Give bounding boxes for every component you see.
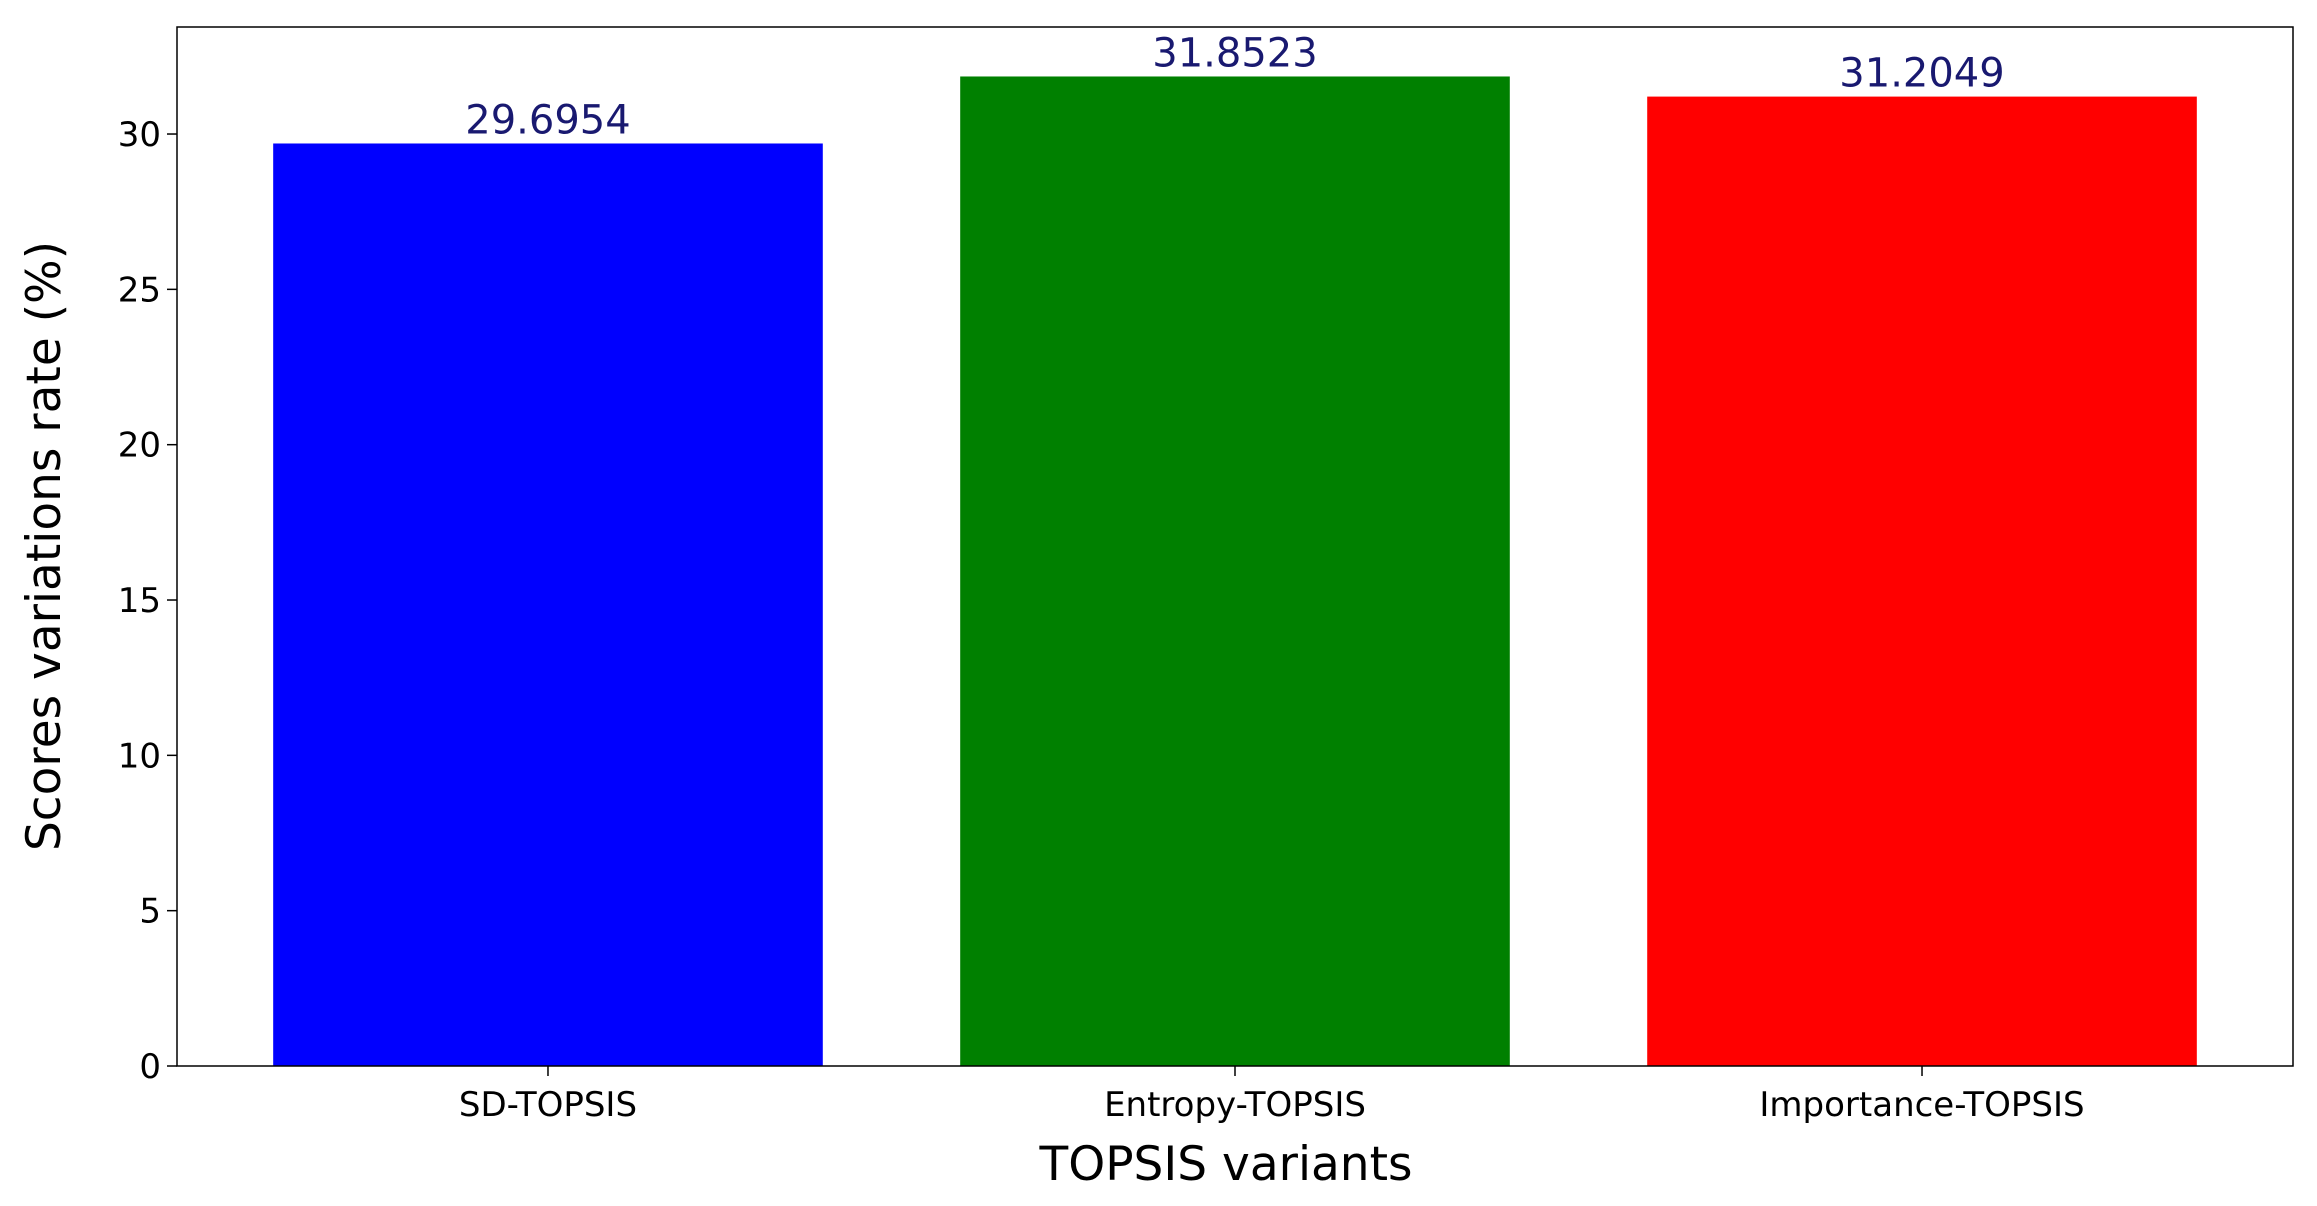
y-tick-label: 30 <box>118 115 161 155</box>
y-tick-label: 20 <box>118 426 161 466</box>
value-label: 31.8523 <box>1152 30 1317 76</box>
value-label: 31.2049 <box>1839 51 2004 97</box>
y-tick-label: 0 <box>139 1047 161 1087</box>
y-tick-label: 15 <box>118 581 161 621</box>
y-tick-label: 25 <box>118 270 161 310</box>
x-axis-label: TOPSIS variants <box>1038 1137 1412 1192</box>
plot-frame <box>176 26 2294 1067</box>
bar <box>273 143 823 1066</box>
y-tick-label: 5 <box>139 892 161 932</box>
value-label: 29.6954 <box>465 97 630 143</box>
bar <box>1647 96 2197 1066</box>
x-tick-label: SD-TOPSIS <box>459 1085 637 1125</box>
y-axis-label: Scores variations rate (%) <box>17 241 72 851</box>
bar <box>960 76 1510 1067</box>
y-tick-label: 10 <box>118 736 161 776</box>
x-tick-label: Entropy-TOPSIS <box>1104 1085 1366 1125</box>
x-tick-label: Importance-TOPSIS <box>1759 1085 2084 1125</box>
